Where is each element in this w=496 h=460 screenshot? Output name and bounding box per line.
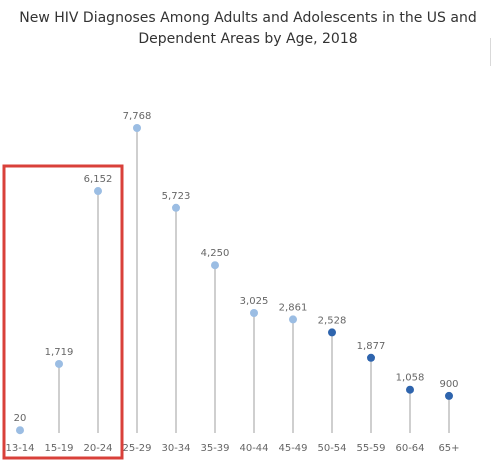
tick-label-35-39: 35-39 [200,443,229,454]
tick-label-55-59: 55-59 [356,443,385,454]
chart-title: New HIV Diagnoses Among Adults and Adole… [0,8,496,50]
point-50-54 [328,328,336,337]
tick-label-13-14: 13-14 [5,443,34,454]
value-label-25-29: 7,768 [123,111,152,122]
value-label-13-14: 20 [14,413,27,424]
tick-label-20-24: 20-24 [83,443,112,454]
tick-label-30-34: 30-34 [161,443,190,454]
tick-labels-group: 13-14 15-19 20-24 25-29 30-34 35-39 40-44 45-49… [5,443,459,454]
edge-divider [490,38,491,66]
value-label-20-24: 6,152 [84,174,113,185]
value-label-30-34: 5,723 [162,191,191,202]
tick-label-60-64: 60-64 [395,443,424,454]
chart-title-line-1: New HIV Diagnoses Among Adults and Adole… [19,10,477,26]
value-labels-group: 20 1,719 6,152 7,768 5,723 4,250 3,025 2,861 2,5… [14,111,459,424]
point-35-39 [211,261,219,270]
point-40-44 [250,309,258,318]
tick-label-50-54: 50-54 [317,443,346,454]
highlight-box [2,164,124,460]
highlight-group [2,164,124,460]
chart-title-line-2: Dependent Areas by Age, 2018 [138,31,358,47]
value-label-45-49: 2,861 [279,302,308,313]
value-label-65plus: 900 [439,379,458,390]
points-group [16,124,453,435]
value-label-40-44: 3,025 [240,296,269,307]
point-55-59 [367,353,375,362]
point-45-49 [289,315,297,324]
point-60-64 [406,385,414,394]
tick-label-15-19: 15-19 [44,443,73,454]
tick-label-45-49: 45-49 [278,443,307,454]
value-label-60-64: 1,058 [396,373,425,384]
value-label-15-19: 1,719 [45,347,74,358]
tick-label-65plus: 65+ [438,443,459,454]
point-30-34 [172,203,180,212]
tick-label-40-44: 40-44 [239,443,268,454]
value-label-55-59: 1,877 [357,341,386,352]
point-15-19 [55,359,63,368]
tick-label-25-29: 25-29 [122,443,151,454]
stems-group [19,128,450,433]
point-65plus [445,391,453,400]
point-25-29 [133,124,141,132]
point-20-24 [94,187,102,196]
value-label-50-54: 2,528 [318,315,347,326]
point-13-14 [16,426,24,435]
value-label-35-39: 4,250 [201,248,230,259]
